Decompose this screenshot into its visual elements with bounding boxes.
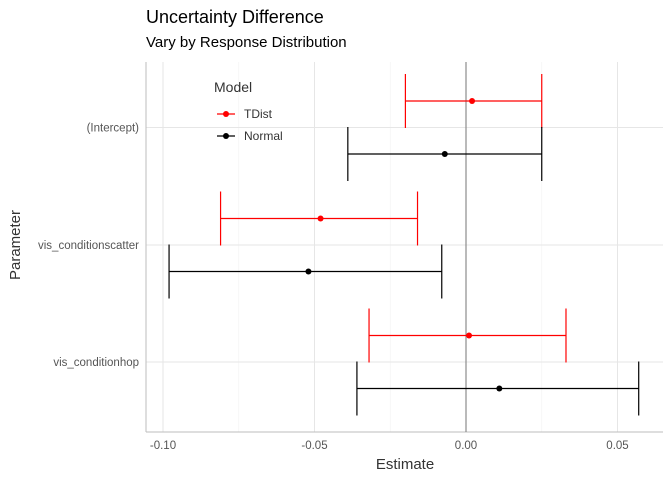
legend: Model TDist Normal — [214, 79, 283, 143]
y-tick-label: vis_conditionscatter — [38, 240, 139, 252]
panel-axes — [145, 62, 663, 433]
y-tick-label: vis_conditionhop — [53, 357, 139, 369]
estimate-point — [305, 268, 312, 275]
chart-title: Uncertainty Difference — [146, 7, 324, 27]
errorbar-normal — [347, 127, 543, 181]
estimate-point — [469, 98, 476, 104]
estimate-point — [317, 215, 324, 222]
estimate-point — [466, 332, 473, 339]
legend-label: Normal — [244, 129, 283, 143]
legend-title: Model — [214, 79, 252, 95]
error-bars — [168, 74, 640, 416]
errorbar-normal — [356, 361, 640, 416]
y-axis-title: Parameter — [7, 210, 24, 280]
y-tick-label: (Intercept) — [87, 123, 140, 135]
gridlines — [146, 62, 663, 432]
x-axis-title: Estimate — [376, 456, 434, 473]
x-tick-label: 0.05 — [606, 440, 628, 452]
x-tick-label: 0.00 — [455, 440, 477, 452]
legend-label: TDist — [244, 107, 273, 121]
errorbar-tdist — [404, 74, 543, 128]
legend-item-tdist: TDist — [217, 107, 273, 121]
legend-key-point — [223, 111, 229, 117]
y-tick-labels: (Intercept) vis_conditionscatter vis_condi… — [38, 123, 139, 370]
chart-subtitle: Vary by Response Distribution — [146, 34, 347, 51]
x-tick-labels: -0.10 -0.05 0.00 0.05 — [150, 440, 629, 452]
estimate-point — [441, 151, 448, 157]
estimate-point — [496, 385, 503, 392]
x-tick-label: -0.10 — [150, 440, 176, 452]
legend-key-point — [223, 133, 229, 139]
errorbar-normal — [168, 244, 443, 299]
errorbar-tdist — [219, 191, 419, 246]
legend-item-normal: Normal — [217, 129, 283, 143]
legend-items: TDist Normal — [217, 107, 283, 143]
errorbar-tdist — [368, 308, 567, 363]
x-tick-label: -0.05 — [301, 440, 327, 452]
